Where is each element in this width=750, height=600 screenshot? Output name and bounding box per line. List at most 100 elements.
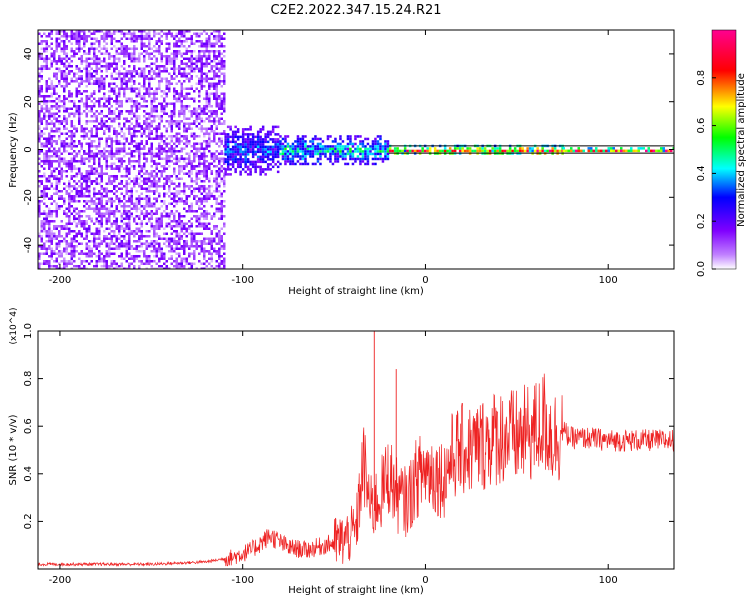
heatmap-cell	[150, 105, 153, 108]
heatmap-cell	[188, 122, 191, 125]
heatmap-cell	[145, 172, 148, 175]
heatmap-cell	[68, 57, 71, 60]
heatmap-cell	[195, 200, 198, 203]
heatmap-cell	[175, 122, 178, 125]
heatmap-cell	[48, 187, 51, 190]
heatmap-cell	[163, 255, 166, 258]
heatmap-cell	[150, 205, 153, 208]
heatmap-cell	[244, 170, 247, 174]
heatmap-cell	[153, 107, 156, 110]
heatmap-cell	[55, 265, 58, 268]
heatmap-cell	[63, 227, 66, 230]
heatmap-cell	[113, 45, 116, 48]
heatmap-cell	[158, 70, 161, 73]
heatmap-cell	[173, 212, 176, 215]
heatmap-cell	[128, 227, 131, 230]
heatmap-cell	[65, 240, 68, 243]
heatmap-cell	[108, 137, 111, 140]
heatmap-cell	[128, 217, 131, 220]
heatmap-cell	[155, 125, 158, 128]
heatmap-cell	[123, 47, 126, 50]
heatmap-cell	[65, 232, 68, 235]
heatmap-cell	[98, 260, 101, 263]
heatmap-cell	[163, 135, 166, 138]
heatmap-cell	[55, 130, 58, 133]
heatmap-cell	[138, 172, 141, 175]
heatmap-cell	[178, 237, 181, 240]
heatmap-cell	[572, 149, 575, 153]
heatmap-cell	[90, 92, 93, 95]
heatmap-cell	[145, 215, 148, 218]
heatmap-cell	[138, 72, 141, 75]
heatmap-cell	[173, 52, 176, 55]
heatmap-cell	[70, 247, 73, 250]
heatmap-cell	[88, 142, 91, 145]
heatmap-cell	[103, 172, 106, 175]
heatmap-cell	[175, 225, 178, 228]
heatmap-cell	[128, 237, 131, 240]
heatmap-cell	[118, 232, 121, 235]
heatmap-cell	[50, 92, 53, 95]
heatmap-cell	[128, 232, 131, 235]
heatmap-cell	[178, 267, 181, 269]
heatmap-cell	[210, 125, 213, 128]
heatmap-cell	[205, 75, 208, 78]
heatmap-cell	[269, 163, 272, 166]
heatmap-cell	[195, 170, 198, 173]
heatmap-cell	[205, 170, 208, 173]
heatmap-cell	[103, 230, 106, 233]
heatmap-cell	[200, 62, 203, 65]
heatmap-cell	[60, 145, 63, 148]
heatmap-cell	[130, 97, 133, 100]
heatmap-cell	[203, 80, 206, 83]
heatmap-cell	[224, 170, 227, 174]
heatmap-cell	[188, 267, 191, 269]
heatmap-cell	[63, 62, 66, 65]
heatmap-cell	[213, 177, 216, 180]
heatmap-cell	[163, 125, 166, 128]
heatmap-cell	[185, 135, 188, 138]
heatmap-cell	[93, 187, 96, 190]
heatmap-cell	[200, 72, 203, 75]
heatmap-cell	[236, 158, 240, 161]
heatmap-cell	[183, 192, 186, 195]
heatmap-cell	[133, 205, 136, 208]
heatmap-cell	[43, 167, 46, 170]
heatmap-cell	[55, 112, 58, 115]
heatmap-cell	[223, 177, 226, 180]
heatmap-cell	[190, 217, 193, 220]
heatmap-cell	[125, 117, 128, 120]
heatmap-cell	[43, 97, 46, 100]
heatmap-cell	[118, 30, 121, 33]
heatmap-cell	[246, 173, 250, 176]
heatmap-cell	[642, 147, 645, 150]
heatmap-cell	[158, 52, 161, 55]
heatmap-cell	[70, 257, 73, 260]
heatmap-cell	[203, 55, 206, 58]
heatmap-cell	[210, 42, 213, 45]
heatmap-cell	[261, 143, 265, 146]
heatmap-cell	[80, 225, 83, 228]
heatmap-cell	[165, 70, 168, 73]
heatmap-cell	[75, 92, 78, 95]
heatmap-cell	[218, 132, 221, 135]
heatmap-cell	[150, 122, 153, 125]
heatmap-cell	[226, 140, 230, 144]
heatmap-cell	[220, 37, 223, 40]
heatmap-cell	[110, 140, 113, 143]
heatmap-cell	[251, 148, 255, 151]
heatmap-cell	[38, 212, 41, 215]
heatmap-cell	[193, 70, 196, 73]
heatmap-cell	[610, 149, 613, 153]
heatmap-cell	[526, 149, 529, 153]
heatmap-cell	[215, 165, 218, 168]
heatmap-cell	[220, 200, 223, 203]
heatmap-cell	[183, 107, 186, 110]
heatmap-cell	[421, 149, 424, 153]
heatmap-cell	[364, 152, 367, 156]
heatmap-cell	[168, 87, 171, 90]
heatmap-cell	[274, 133, 277, 136]
heatmap-cell	[63, 247, 66, 250]
heatmap-cell	[215, 95, 218, 98]
heatmap-cell	[218, 152, 221, 155]
